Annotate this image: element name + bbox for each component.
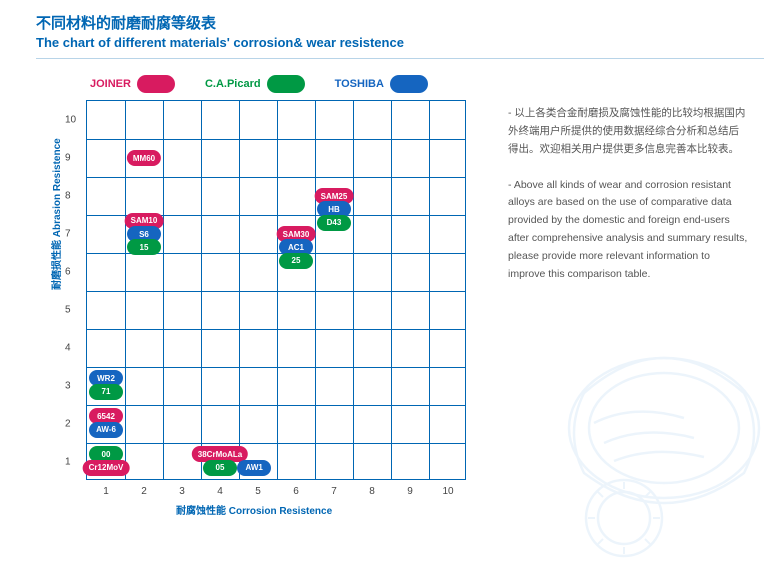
- x-tick: 2: [141, 486, 147, 497]
- x-tick: 3: [179, 486, 185, 497]
- y-tick: 6: [65, 267, 71, 278]
- y-tick: 10: [65, 115, 76, 126]
- chart-grid: 1234567891012345678910MM60SAM25HBD43SAM1…: [86, 100, 466, 480]
- header-divider: [36, 58, 764, 59]
- data-point: AW-6: [89, 422, 123, 438]
- x-axis-label: 耐腐蚀性能 Corrosion Resistence: [176, 502, 332, 517]
- legend-label: TOSHIBA: [335, 78, 384, 90]
- legend: JOINER C.A.Picard TOSHIBA: [90, 75, 428, 93]
- header: 不同材料的耐磨耐腐等级表 The chart of different mate…: [0, 0, 764, 54]
- sidebar-notes: - 以上各类合金耐磨损及腐蚀性能的比较均根据国内外终端用户所提供的使用数据经综合…: [508, 105, 748, 302]
- y-tick: 2: [65, 419, 71, 430]
- data-point: 05: [203, 460, 237, 476]
- legend-label: JOINER: [90, 78, 131, 90]
- data-point: 25: [279, 253, 313, 269]
- data-point: D43: [317, 215, 351, 231]
- x-tick: 7: [331, 486, 337, 497]
- title-en: The chart of different materials' corros…: [36, 35, 764, 50]
- x-tick: 5: [255, 486, 261, 497]
- data-point: 15: [127, 239, 161, 255]
- y-axis-label: 耐磨损性能 Abrasion Resistence: [48, 138, 63, 290]
- chart-area: 1234567891012345678910MM60SAM25HBD43SAM1…: [86, 100, 466, 480]
- y-tick: 3: [65, 381, 71, 392]
- data-point: Cr12MoV: [83, 460, 130, 476]
- legend-swatch: [390, 75, 428, 93]
- legend-item: C.A.Picard: [205, 75, 305, 93]
- y-tick: 9: [65, 153, 71, 164]
- title-cn: 不同材料的耐磨耐腐等级表: [36, 12, 764, 33]
- y-tick: 1: [65, 457, 71, 468]
- data-point: AW1: [237, 460, 271, 476]
- note-en: - Above all kinds of wear and corrosion …: [508, 177, 748, 284]
- x-tick: 8: [369, 486, 375, 497]
- x-tick: 6: [293, 486, 299, 497]
- x-tick: 1: [103, 486, 109, 497]
- y-tick: 5: [65, 305, 71, 316]
- y-tick: 4: [65, 343, 71, 354]
- screw-illustration: [534, 333, 764, 573]
- note-cn: - 以上各类合金耐磨损及腐蚀性能的比较均根据国内外终端用户所提供的使用数据经综合…: [508, 105, 748, 159]
- y-tick: 8: [65, 191, 71, 202]
- x-tick: 10: [442, 486, 453, 497]
- x-tick: 9: [407, 486, 413, 497]
- legend-item: JOINER: [90, 75, 175, 93]
- legend-swatch: [137, 75, 175, 93]
- data-point: 71: [89, 384, 123, 400]
- legend-swatch: [267, 75, 305, 93]
- y-tick: 7: [65, 229, 71, 240]
- x-tick: 4: [217, 486, 223, 497]
- legend-label: C.A.Picard: [205, 78, 261, 90]
- data-point: MM60: [127, 150, 161, 166]
- legend-item: TOSHIBA: [335, 75, 428, 93]
